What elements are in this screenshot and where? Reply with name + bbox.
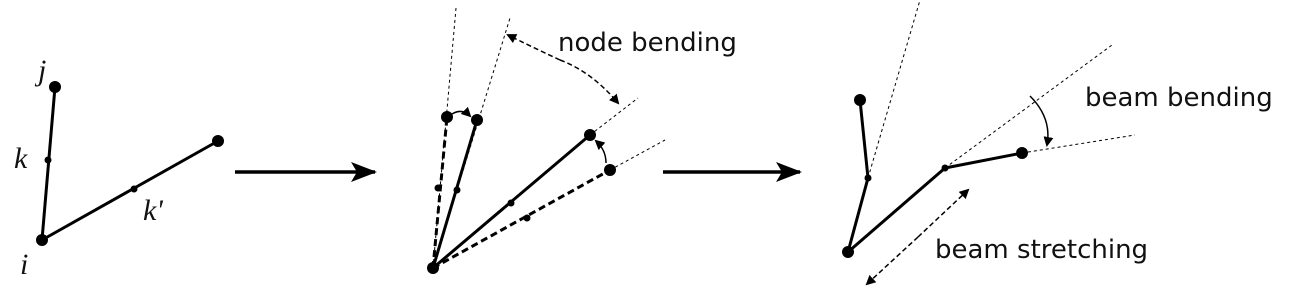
- annotation: node bending: [558, 28, 737, 58]
- node-label: i: [20, 248, 28, 281]
- annotation: beam stretching: [935, 235, 1148, 265]
- node-label: j: [34, 54, 46, 87]
- panel-node-bending: node bending: [427, 7, 737, 274]
- annotation: beam bending: [1085, 83, 1273, 113]
- node-label: k: [14, 142, 28, 175]
- panel-beam: beam bending beam stretching: [842, 0, 1273, 286]
- panel-initial: j k i k': [14, 54, 224, 281]
- node-label: k': [143, 194, 163, 227]
